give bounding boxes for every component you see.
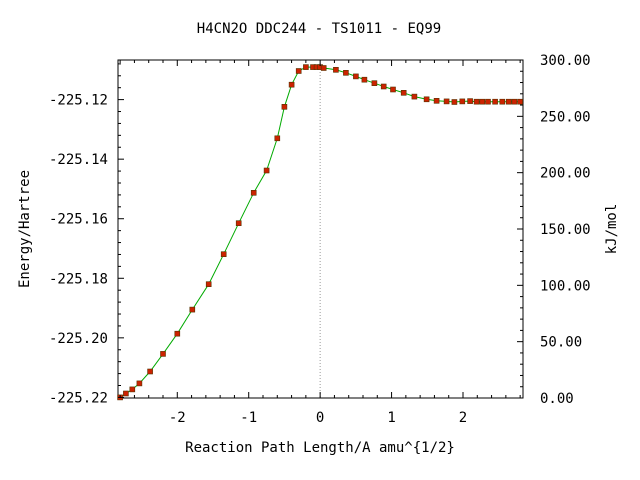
y-axis-label: Energy/Hartree bbox=[17, 170, 33, 288]
data-point bbox=[433, 98, 440, 104]
y-tick-label: -225.18 bbox=[49, 271, 108, 287]
data-point bbox=[467, 98, 473, 104]
y-tick-label: -225.22 bbox=[49, 390, 108, 406]
data-point bbox=[390, 86, 396, 93]
y2-tick-label: 50.00 bbox=[540, 335, 582, 351]
data-point bbox=[263, 167, 270, 174]
data-point bbox=[423, 96, 430, 103]
data-point bbox=[492, 98, 498, 105]
data-point bbox=[160, 351, 166, 357]
x-tick-label: 2 bbox=[459, 410, 467, 426]
data-point bbox=[136, 380, 143, 387]
y-tick-label: -225.16 bbox=[49, 212, 108, 228]
data-point bbox=[353, 73, 359, 80]
data-point bbox=[303, 64, 309, 70]
y2-tick-label: 0.00 bbox=[540, 391, 574, 407]
data-point bbox=[147, 368, 153, 375]
data-point bbox=[371, 80, 378, 86]
y2-axis-label: kJ/mol bbox=[604, 204, 620, 255]
data-point bbox=[129, 386, 136, 393]
data-point bbox=[288, 81, 295, 88]
data-point bbox=[295, 68, 302, 74]
data-point bbox=[174, 330, 181, 337]
x-axis: -2 -1 0 1 2 bbox=[119, 60, 521, 426]
data-point bbox=[220, 251, 227, 257]
data-point bbox=[411, 93, 418, 100]
x-tick-label: -2 bbox=[169, 410, 186, 426]
data-point bbox=[380, 83, 387, 90]
data-point bbox=[443, 98, 450, 105]
data-point bbox=[205, 281, 212, 288]
y2-tick-label: 100.00 bbox=[540, 278, 591, 294]
x-tick-label: 0 bbox=[316, 410, 324, 426]
data-point bbox=[400, 90, 407, 96]
data-point bbox=[499, 98, 506, 105]
data-point bbox=[459, 98, 466, 105]
marker-layer bbox=[117, 64, 523, 401]
data-point bbox=[274, 135, 281, 142]
curve-layer bbox=[119, 66, 521, 398]
data-point bbox=[451, 99, 458, 105]
x-axis-label: Reaction Path Length/A amu^{1/2} bbox=[185, 440, 455, 456]
y-tick-label: -225.14 bbox=[49, 152, 108, 168]
data-point bbox=[333, 67, 339, 73]
y-tick-label: -225.12 bbox=[49, 93, 108, 109]
data-point bbox=[235, 220, 242, 226]
data-point bbox=[281, 104, 288, 110]
energy-curve bbox=[119, 66, 521, 398]
data-point bbox=[511, 98, 518, 105]
x-tick-label: 1 bbox=[387, 410, 395, 426]
data-point bbox=[361, 76, 368, 83]
data-point bbox=[517, 98, 523, 105]
y2-tick-label: 200.00 bbox=[540, 166, 591, 182]
data-point bbox=[479, 98, 486, 105]
chart-title: H4CN2O DDC244 - TS1011 - EQ99 bbox=[197, 21, 441, 37]
y-axis-right: 300.00 250.00 200.00 150.00 100.00 50.00 0.00 bbox=[517, 53, 591, 407]
y2-tick-label: 150.00 bbox=[540, 222, 591, 238]
data-point bbox=[473, 98, 480, 105]
data-point bbox=[485, 98, 491, 105]
y-axis-left: -225.12 -225.14 -225.16 -225.18 -225.20 -225.… bbox=[49, 63, 124, 406]
data-point bbox=[189, 306, 196, 313]
data-point bbox=[343, 70, 349, 76]
data-point bbox=[505, 98, 512, 105]
y2-tick-label: 300.00 bbox=[540, 53, 591, 69]
data-point bbox=[320, 65, 327, 71]
x-tick-label: -1 bbox=[240, 410, 257, 426]
data-point bbox=[250, 190, 257, 196]
y-tick-label: -225.20 bbox=[49, 331, 108, 347]
y2-tick-label: 250.00 bbox=[540, 109, 591, 125]
data-point bbox=[123, 390, 129, 397]
